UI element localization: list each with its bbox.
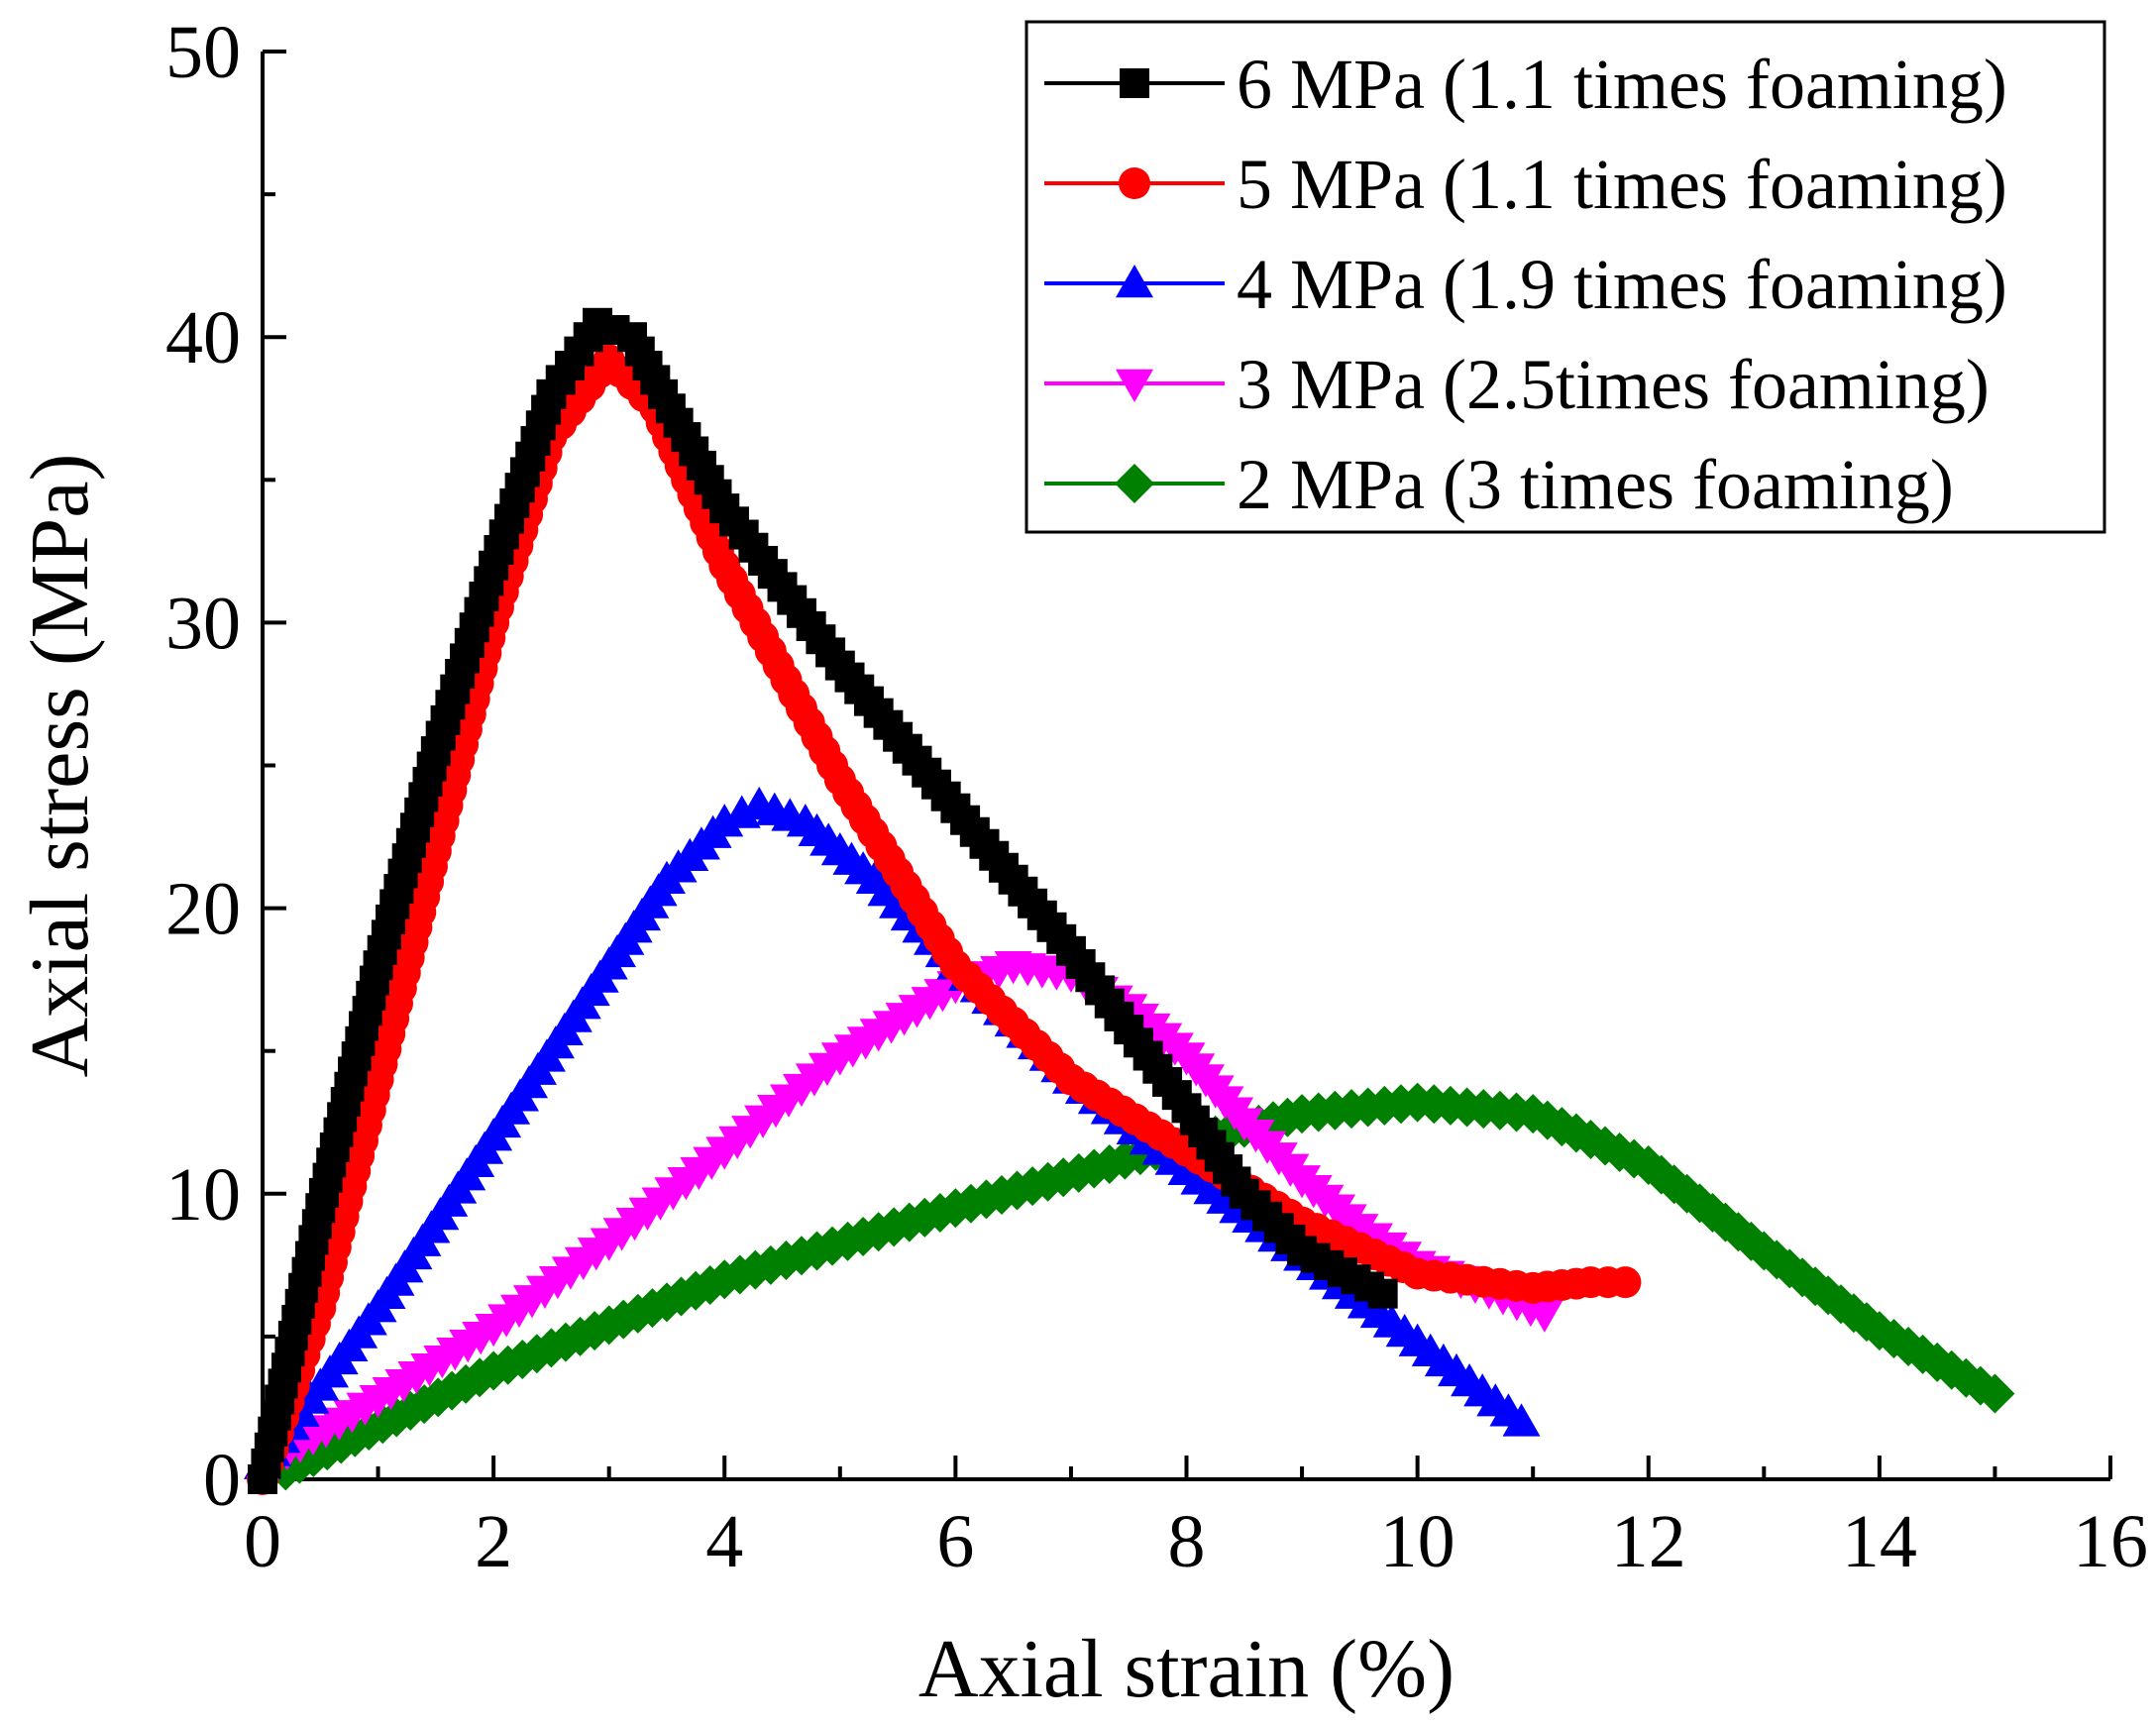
y-tick-label: 30 [165,582,241,665]
series-0 [248,307,1398,1494]
legend-marker-icon [1119,167,1150,199]
legend-label: 4 MPa (1.9 times foaming) [1237,245,2007,324]
x-tick-label: 16 [2073,1500,2148,1583]
legend-marker-icon [1116,369,1153,402]
x-axis-title: Axial strain (%) [918,1623,1455,1715]
data-point [722,795,761,828]
legend-label: 5 MPa (1.1 times foaming) [1237,145,2007,224]
legend-label: 3 MPa (2.5times foaming) [1237,345,1990,424]
x-tick-label: 14 [1842,1500,1917,1583]
legend-marker-icon [1115,464,1154,503]
y-tick-label: 20 [165,868,241,951]
x-tick-label: 8 [1168,1500,1206,1583]
x-tick-label: 10 [1380,1500,1455,1583]
y-tick-label: 0 [203,1439,241,1522]
legend-label: 2 MPa (3 times foaming) [1237,445,1954,524]
y-tick-label: 40 [165,296,241,379]
series-layer [244,307,2015,1495]
legend-label: 6 MPa (1.1 times foaming) [1237,45,2007,124]
x-tick-label: 4 [705,1500,743,1583]
y-axis-title: Axial stress (MPa) [14,454,106,1078]
legend-marker-icon [1116,265,1153,298]
x-tick-label: 2 [475,1500,512,1583]
data-point [705,804,744,837]
legend-marker-icon [1120,68,1149,98]
data-point [1609,1266,1642,1299]
y-tick-label: 10 [165,1153,241,1237]
x-tick-label: 0 [244,1500,281,1583]
data-point [1367,1278,1398,1309]
y-tick-label: 50 [165,11,241,94]
x-tick-label: 6 [936,1500,974,1583]
legend: 6 MPa (1.1 times foaming) 5 MPa (1.1 time… [1024,20,2106,534]
legend-box [1024,20,2106,534]
axes-layer: 0 2 4 6 8 10 12 14 16 0 10 20 30 40 50 Axial strain (%)… [14,11,2148,1715]
x-tick-label: 12 [1611,1500,1686,1583]
data-point [1525,1299,1563,1333]
data-point [1975,1373,2015,1414]
data-point [1502,1403,1541,1437]
